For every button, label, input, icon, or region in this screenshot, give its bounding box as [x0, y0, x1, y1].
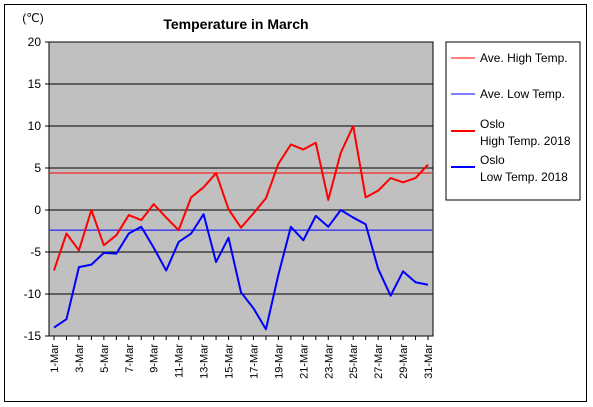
y-tick-label: -10 [24, 287, 42, 301]
x-tick-label: 23-Mar [323, 344, 335, 379]
series-line-oslo-low-temp-2018 [53, 209, 429, 331]
y-tick-label: 5 [34, 161, 41, 175]
x-tick-label: 21-Mar [298, 344, 310, 379]
x-tick-label: 13-Mar [199, 344, 211, 379]
x-tick-label: 5-Mar [99, 344, 111, 373]
x-tick-label: 3-Mar [74, 344, 86, 373]
y-unit-label: (℃) [22, 11, 43, 25]
plot-area: 20 15 10 5 0 -5 -10 -15 1-Mar 3-Mar 5-Mar 7-Mar 9-Ma… [24, 35, 435, 379]
legend-label: Oslo [480, 117, 505, 131]
y-tick-label: -5 [30, 245, 41, 259]
legend: Ave. High Temp. Ave. Low Temp. Oslo High Te… [445, 41, 581, 201]
legend-label: High Temp. 2018 [480, 134, 571, 148]
x-tick-label: 17-Mar [248, 344, 260, 379]
y-tick-label: -15 [24, 329, 42, 343]
legend-label: Ave. High Temp. [480, 51, 568, 65]
x-tick-label: 25-Mar [348, 344, 360, 379]
x-tick-label: 27-Mar [373, 344, 385, 379]
plot-background [48, 41, 434, 337]
x-tick-label: 9-Mar [149, 344, 161, 373]
y-tick-label: 0 [34, 203, 41, 217]
y-tick-label: 15 [28, 77, 42, 91]
x-tick-label: 15-Mar [224, 344, 236, 379]
chart-title: Temperature in March [163, 16, 308, 32]
legend-box [445, 41, 581, 201]
x-tick-label: 7-Mar [124, 344, 136, 373]
legend-label: Oslo [480, 153, 505, 167]
x-tick-label: 1-Mar [49, 344, 61, 373]
legend-label: Ave. Low Temp. [480, 87, 565, 101]
x-tick-label: 19-Mar [273, 344, 285, 379]
y-tick-label: 10 [28, 119, 42, 133]
y-tick-label: 20 [28, 35, 42, 49]
x-tick-label: 31-Mar [423, 344, 435, 379]
series-line-oslo-high-temp-2018 [53, 125, 429, 271]
legend-label: Low Temp. 2018 [480, 170, 568, 184]
x-tick-label: 11-Mar [174, 344, 186, 378]
x-tick-label: 29-Mar [398, 344, 410, 379]
